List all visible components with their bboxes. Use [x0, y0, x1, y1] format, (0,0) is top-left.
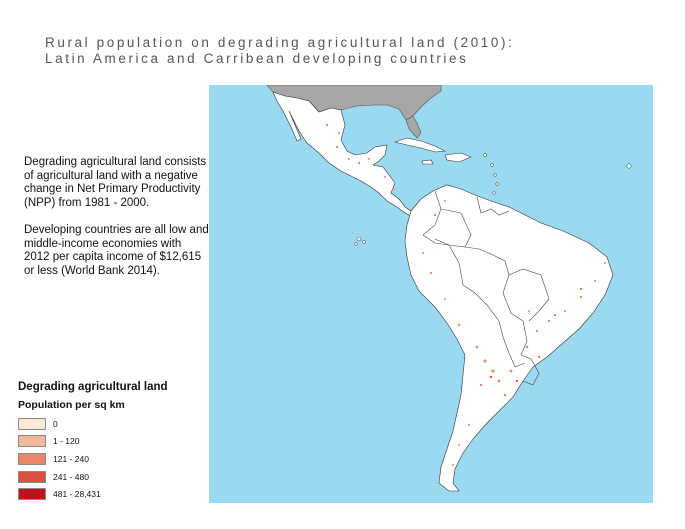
lesser-antilles — [483, 153, 632, 195]
legend-label: 1 - 120 — [53, 436, 80, 447]
legend-title: Degrading agricultural land — [18, 381, 168, 393]
country-borders — [422, 190, 550, 386]
map-svg — [209, 85, 653, 503]
legend-item: 241 - 480 — [18, 468, 168, 486]
legend-swatch-1 — [18, 435, 46, 448]
hispaniola — [444, 152, 472, 163]
legend-swatch-2 — [18, 452, 46, 465]
galapagos-islands — [354, 236, 366, 246]
legend-item: 1 - 120 — [18, 433, 168, 451]
legend-swatch-0 — [18, 417, 46, 430]
legend-swatch-4 — [18, 488, 46, 501]
legend-item: 121 - 240 — [18, 450, 168, 468]
legend-subtitle: Population per sq km — [18, 399, 125, 411]
legend-label: 0 — [53, 418, 58, 429]
legend-item: 481 - 28,431 — [18, 485, 168, 503]
description: Degrading agricultural land consists of … — [24, 156, 209, 278]
cuba — [393, 137, 447, 153]
degrading-land-population — [325, 123, 606, 466]
legend-item: 0 — [18, 415, 168, 433]
florida — [405, 115, 422, 139]
legend-label: 121 - 240 — [53, 453, 89, 464]
legend: Degrading agricultural land Population p… — [18, 381, 168, 503]
map-panel — [209, 85, 653, 503]
map-title: Rural population on degrading agricultur… — [45, 35, 514, 67]
map-title-line2: Latin America and Carribean developing c… — [45, 51, 469, 66]
jamaica — [421, 159, 434, 165]
legend-label: 481 - 28,431 — [53, 489, 101, 500]
legend-swatch-3 — [18, 470, 46, 483]
description-definition: Degrading agricultural land consists of … — [24, 156, 207, 209]
description-developing-countries: Developing countries are all low and mid… — [24, 223, 209, 277]
legend-label: 241 - 480 — [53, 471, 89, 482]
map-title-line1: Rural population on degrading agricultur… — [45, 35, 515, 50]
high-density-population — [489, 288, 582, 383]
south-america — [404, 184, 614, 492]
